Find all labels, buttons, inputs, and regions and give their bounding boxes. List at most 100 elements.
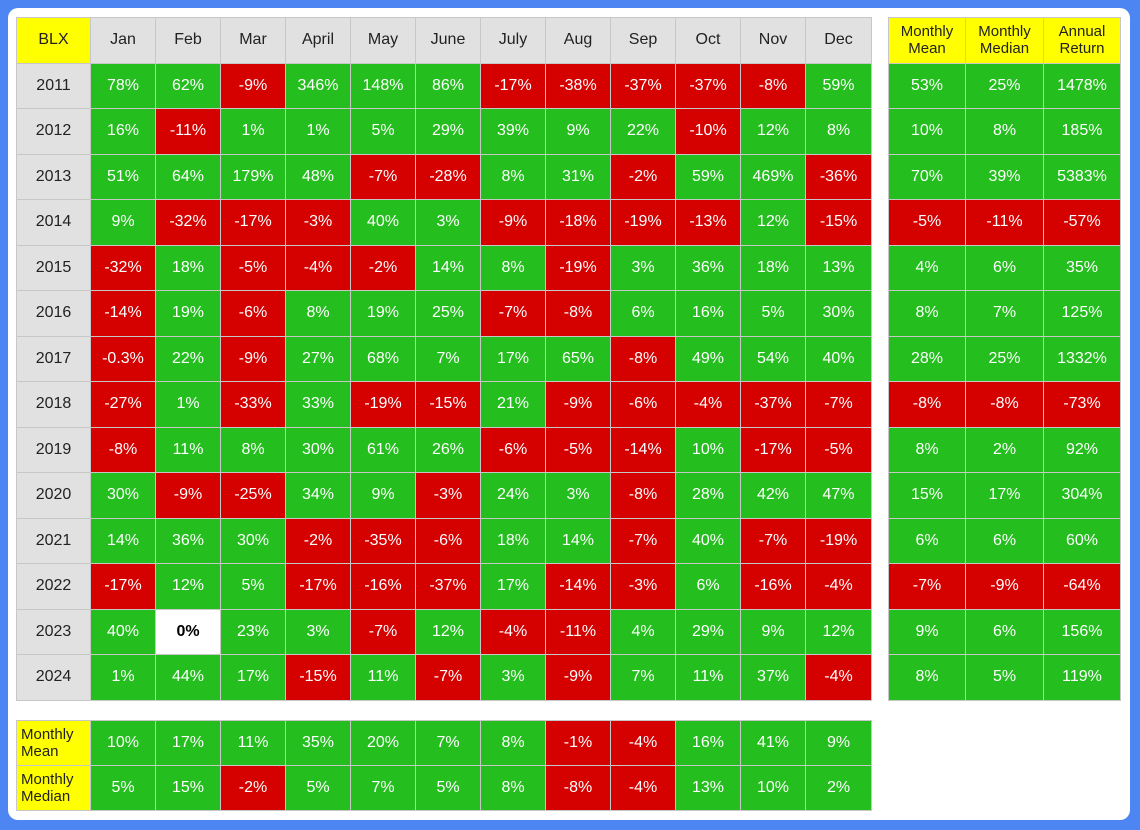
summary-header-line: Median — [979, 40, 1030, 58]
footer-cell: 16% — [675, 720, 741, 766]
return-cell: -9% — [220, 335, 286, 382]
summary-cell: 119% — [1043, 654, 1121, 701]
return-cell: -16% — [740, 563, 806, 610]
return-cell: 47% — [805, 472, 872, 519]
return-cell: 42% — [740, 472, 806, 519]
year-label: 2014 — [16, 199, 91, 246]
summary-cell: 10% — [888, 108, 966, 155]
footer-row: Monthly Mean 10% 17% 11% 35% 20% 7% 8% -1% -4% 16% 4… — [16, 720, 872, 766]
return-cell: -10% — [675, 108, 741, 155]
year-label: 2019 — [16, 426, 91, 473]
return-cell: -18% — [545, 199, 611, 246]
footer-cell: 20% — [350, 720, 416, 766]
return-cell: 13% — [805, 244, 872, 291]
footer-cell: 5% — [285, 765, 351, 811]
return-cell: -19% — [545, 244, 611, 291]
return-cell: 22% — [155, 335, 221, 382]
footer-cell: -8% — [545, 765, 611, 811]
return-cell: 78% — [90, 62, 156, 109]
year-label: 2022 — [16, 563, 91, 610]
summary-cell: 8% — [888, 426, 966, 473]
return-cell: -5% — [545, 426, 611, 473]
return-cell: -7% — [480, 290, 546, 337]
return-cell: -3% — [610, 563, 676, 610]
summary-cell: -11% — [965, 199, 1044, 246]
return-cell: -8% — [90, 426, 156, 473]
return-cell: 11% — [675, 654, 741, 701]
month-header: May — [350, 17, 416, 64]
year-label: 2018 — [16, 381, 91, 428]
return-cell: -3% — [285, 199, 351, 246]
return-cell: -16% — [350, 563, 416, 610]
return-cell: -4% — [675, 381, 741, 428]
return-cell: 48% — [285, 153, 351, 200]
footer-cell: 11% — [220, 720, 286, 766]
return-cell: -37% — [415, 563, 481, 610]
month-header: Mar — [220, 17, 286, 64]
table-row: 2018 -27% 1% -33% 33% -19% -15% 21% -9% -6% -4% -37… — [16, 381, 872, 428]
table-row: 2017 -0.3% 22% -9% 27% 68% 7% 17% 65% -8% 49% 54% 40… — [16, 335, 872, 382]
summary-cell: 2% — [965, 426, 1044, 473]
return-cell: -32% — [155, 199, 221, 246]
table-row: 2015 -32% 18% -5% -4% -2% 14% 8% -19% 3% 36% 18% 13% — [16, 244, 872, 291]
footer-cell: -4% — [610, 720, 676, 766]
summary-row: -7% -9% -64% — [888, 563, 1121, 610]
return-cell: -4% — [285, 244, 351, 291]
table-row: 2014 9% -32% -17% -3% 40% 3% -9% -18% -19% -13% 12%… — [16, 199, 872, 246]
footer-label-line: Mean — [21, 743, 59, 760]
return-cell: 65% — [545, 335, 611, 382]
summary-row: 28% 25% 1332% — [888, 335, 1121, 382]
summary-row: 8% 2% 92% — [888, 426, 1121, 473]
summary-cell: 28% — [888, 335, 966, 382]
year-label: 2023 — [16, 608, 91, 655]
summary-cell: 185% — [1043, 108, 1121, 155]
return-cell: 8% — [220, 426, 286, 473]
summary-row: 10% 8% 185% — [888, 108, 1121, 155]
summary-header-line: Monthly — [900, 23, 954, 41]
return-cell: -7% — [805, 381, 872, 428]
return-cell: 62% — [155, 62, 221, 109]
return-cell: 17% — [220, 654, 286, 701]
return-cell: -8% — [545, 290, 611, 337]
header-row: BLX Jan Feb Mar April May June July Aug Sep Oct Nov… — [16, 17, 872, 64]
return-cell: 23% — [220, 608, 286, 655]
return-cell: 30% — [805, 290, 872, 337]
return-cell: -37% — [610, 62, 676, 109]
return-cell: 22% — [610, 108, 676, 155]
return-cell: 7% — [610, 654, 676, 701]
return-cell: 6% — [610, 290, 676, 337]
return-cell: -14% — [90, 290, 156, 337]
summary-cell: 39% — [965, 153, 1044, 200]
footer-label-line: Monthly — [21, 726, 74, 743]
footer-label-line: Monthly — [21, 771, 74, 788]
return-cell: 12% — [740, 199, 806, 246]
footer-cell: 8% — [480, 720, 546, 766]
month-header: April — [285, 17, 351, 64]
return-cell: 25% — [415, 290, 481, 337]
return-cell: -6% — [480, 426, 546, 473]
return-cell: 31% — [545, 153, 611, 200]
return-cell: 40% — [90, 608, 156, 655]
return-cell: 3% — [610, 244, 676, 291]
summary-cell: -57% — [1043, 199, 1121, 246]
summary-row: 9% 6% 156% — [888, 608, 1121, 655]
summary-cell: -7% — [888, 563, 966, 610]
summary-cell: 70% — [888, 153, 966, 200]
footer-cell: -1% — [545, 720, 611, 766]
return-cell: -17% — [220, 199, 286, 246]
return-cell: 16% — [90, 108, 156, 155]
return-cell: 18% — [155, 244, 221, 291]
summary-row: 8% 5% 119% — [888, 654, 1121, 701]
return-cell: 469% — [740, 153, 806, 200]
return-cell: 39% — [480, 108, 546, 155]
return-cell: 86% — [415, 62, 481, 109]
summary-row: -5% -11% -57% — [888, 199, 1121, 246]
return-cell: -6% — [220, 290, 286, 337]
summary-cell: 25% — [965, 335, 1044, 382]
return-cell: 24% — [480, 472, 546, 519]
table-row: 2021 14% 36% 30% -2% -35% -6% 18% 14% -7% 40% -7% -1… — [16, 517, 872, 564]
table-row: 2016 -14% 19% -6% 8% 19% 25% -7% -8% 6% 16% 5% 30% — [16, 290, 872, 337]
return-cell: -37% — [675, 62, 741, 109]
return-cell: -38% — [545, 62, 611, 109]
return-cell: 29% — [675, 608, 741, 655]
